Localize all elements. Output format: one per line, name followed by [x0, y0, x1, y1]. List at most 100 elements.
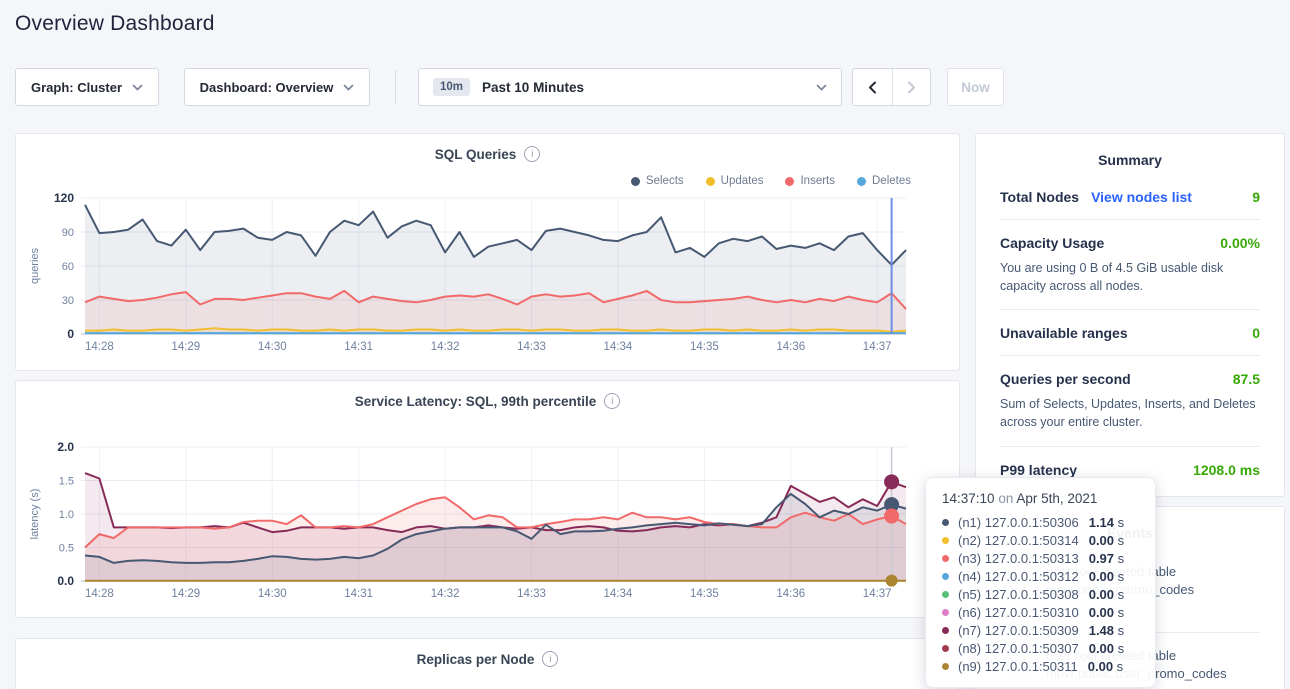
tooltip-on-text: on [998, 491, 1013, 506]
node-series-dot [942, 555, 949, 562]
node-address: (n7) 127.0.0.1:50309 [958, 623, 1079, 638]
node-latency-value: 0.00 s [1089, 587, 1124, 602]
svg-text:14:34: 14:34 [604, 341, 633, 353]
graph-scope-label: Graph: Cluster [31, 80, 122, 95]
summary-row-label: P99 latency [1000, 462, 1077, 478]
toolbar-divider [395, 70, 396, 104]
node-address: (n5) 127.0.0.1:50308 [958, 587, 1079, 602]
summary-row-value: 0.00% [1220, 235, 1260, 251]
tooltip-date: Apr 5th, 2021 [1016, 491, 1097, 506]
node-latency-value: 1.48 s [1089, 623, 1124, 638]
svg-text:14:32: 14:32 [431, 588, 460, 600]
summary-row: Total Nodes View nodes list 9 [1000, 174, 1260, 220]
svg-text:14:37: 14:37 [863, 341, 892, 353]
summary-row-label: Capacity Usage [1000, 235, 1104, 251]
svg-text:1.0: 1.0 [59, 509, 74, 521]
svg-text:14:31: 14:31 [344, 588, 373, 600]
node-latency-value: 0.00 s [1089, 641, 1124, 656]
node-series-dot [942, 519, 949, 526]
tooltip-node-row: (n5) 127.0.0.1:50308 0.00 s [942, 585, 1139, 603]
svg-text:120: 120 [54, 191, 74, 205]
time-prev-button[interactable] [853, 69, 892, 105]
node-address: (n2) 127.0.0.1:50314 [958, 533, 1079, 548]
summary-row-label: Total Nodes [1000, 189, 1079, 205]
tooltip-node-row: (n1) 127.0.0.1:503061.14 s [942, 513, 1139, 531]
info-icon[interactable]: i [542, 651, 558, 667]
summary-row-description: You are using 0 B of 4.5 GiB usable disk… [1000, 259, 1260, 295]
node-latency-value: 0.00 s [1088, 659, 1123, 674]
summary-row: Queries per second87.5Sum of Selects, Up… [1000, 356, 1260, 446]
node-address: (n1) 127.0.0.1:50306 [958, 515, 1079, 530]
sql-queries-chart[interactable]: 030609012014:2814:2914:3014:3114:3214:33… [16, 134, 961, 372]
page-title: Overview Dashboard [15, 12, 215, 36]
svg-text:0: 0 [67, 327, 74, 341]
node-series-dot [942, 573, 949, 580]
summary-row: Capacity Usage 0.00% You are using 0 B of … [1000, 220, 1260, 310]
node-latency-value: 0.97 s [1089, 551, 1124, 566]
svg-text:14:36: 14:36 [776, 341, 805, 353]
svg-text:0.0: 0.0 [57, 574, 74, 588]
service-latency-chart-panel: Service Latency: SQL, 99th percentile i … [15, 380, 960, 618]
tooltip-node-row: (n7) 127.0.0.1:50309 1.48 s [942, 621, 1139, 639]
summary-panel: Summary Total NodesView nodes list9Capac… [975, 133, 1285, 497]
node-series-dot [942, 537, 949, 544]
node-address: (n4) 127.0.0.1:50312 [958, 569, 1079, 584]
node-latency-value: 0.00 s [1089, 605, 1124, 620]
svg-text:60: 60 [62, 261, 74, 273]
svg-text:90: 90 [62, 227, 74, 239]
svg-text:14:33: 14:33 [517, 341, 546, 353]
graph-scope-dropdown[interactable]: Graph: Cluster [15, 68, 159, 106]
replicas-per-node-chart-panel: Replicas per Node i [15, 638, 960, 689]
node-series-dot [942, 627, 949, 634]
node-latency-value: 0.00 s [1089, 533, 1124, 548]
dashboard-dropdown[interactable]: Dashboard: Overview [184, 68, 370, 106]
tooltip-node-row: (n4) 127.0.0.1:50312 0.00 s [942, 567, 1139, 585]
svg-text:14:28: 14:28 [85, 341, 114, 353]
node-series-dot [942, 609, 949, 616]
node-address: (n6) 127.0.0.1:50310 [958, 605, 1079, 620]
svg-text:14:32: 14:32 [431, 341, 460, 353]
tooltip-node-row: (n6) 127.0.0.1:50310 0.00 s [942, 603, 1139, 621]
overview-dashboard-page: Overview Dashboard Graph: Cluster Dashbo… [0, 0, 1290, 689]
svg-text:14:35: 14:35 [690, 588, 719, 600]
time-next-button[interactable] [892, 69, 931, 105]
summary-row-label: Unavailable ranges [1000, 325, 1128, 341]
chevron-down-icon [816, 78, 827, 96]
summary-row-value: 0 [1252, 325, 1260, 341]
svg-text:14:34: 14:34 [604, 588, 633, 600]
time-range-badge: 10m [433, 78, 470, 96]
summary-rows: Total Nodes View nodes list 9 Capacity Usag… [976, 168, 1284, 492]
svg-text:latency (s): latency (s) [29, 489, 41, 540]
tooltip-timestamp: 14:37:10 on Apr 5th, 2021 [942, 491, 1139, 506]
svg-text:14:30: 14:30 [258, 588, 287, 600]
svg-text:14:30: 14:30 [258, 341, 287, 353]
replicas-per-node-chart-title: Replicas per Node [417, 652, 535, 667]
summary-row: Unavailable ranges 0 [1000, 310, 1260, 356]
tooltip-node-row: (n8) 127.0.0.1:50307 0.00 s [942, 639, 1139, 657]
time-range-label: Past 10 Minutes [482, 80, 816, 95]
dashboard-label: Dashboard: Overview [200, 80, 334, 95]
now-button-label: Now [961, 80, 990, 95]
svg-text:30: 30 [62, 295, 74, 307]
svg-text:14:37: 14:37 [863, 588, 892, 600]
node-address: (n8) 127.0.0.1:50307 [958, 641, 1079, 656]
view-nodes-list-link[interactable]: View nodes list [1091, 189, 1192, 205]
tooltip-node-row: (n3) 127.0.0.1:50313 0.97 s [942, 549, 1139, 567]
tooltip-node-row: (n9) 127.0.0.1:50311 0.00 s [942, 657, 1139, 675]
time-range-dropdown[interactable]: 10m Past 10 Minutes [418, 68, 842, 106]
node-address: (n3) 127.0.0.1:50313 [958, 551, 1079, 566]
summary-row-value: 9 [1252, 189, 1260, 205]
node-address: (n9) 127.0.0.1:50311 [958, 659, 1078, 674]
chevron-down-icon [132, 78, 143, 96]
service-latency-chart[interactable]: 0.00.51.01.52.014:2814:2914:3014:3114:32… [16, 381, 961, 619]
now-button[interactable]: Now [947, 68, 1004, 106]
svg-text:14:31: 14:31 [344, 341, 373, 353]
node-series-dot [942, 645, 949, 652]
summary-row-label: Queries per second [1000, 371, 1131, 387]
svg-text:14:35: 14:35 [690, 341, 719, 353]
svg-text:1.5: 1.5 [59, 476, 74, 488]
time-step-buttons [852, 68, 931, 106]
summary-row-value: 87.5 [1233, 371, 1260, 387]
svg-text:14:36: 14:36 [776, 588, 805, 600]
node-latency-value: 0.00 s [1089, 569, 1124, 584]
